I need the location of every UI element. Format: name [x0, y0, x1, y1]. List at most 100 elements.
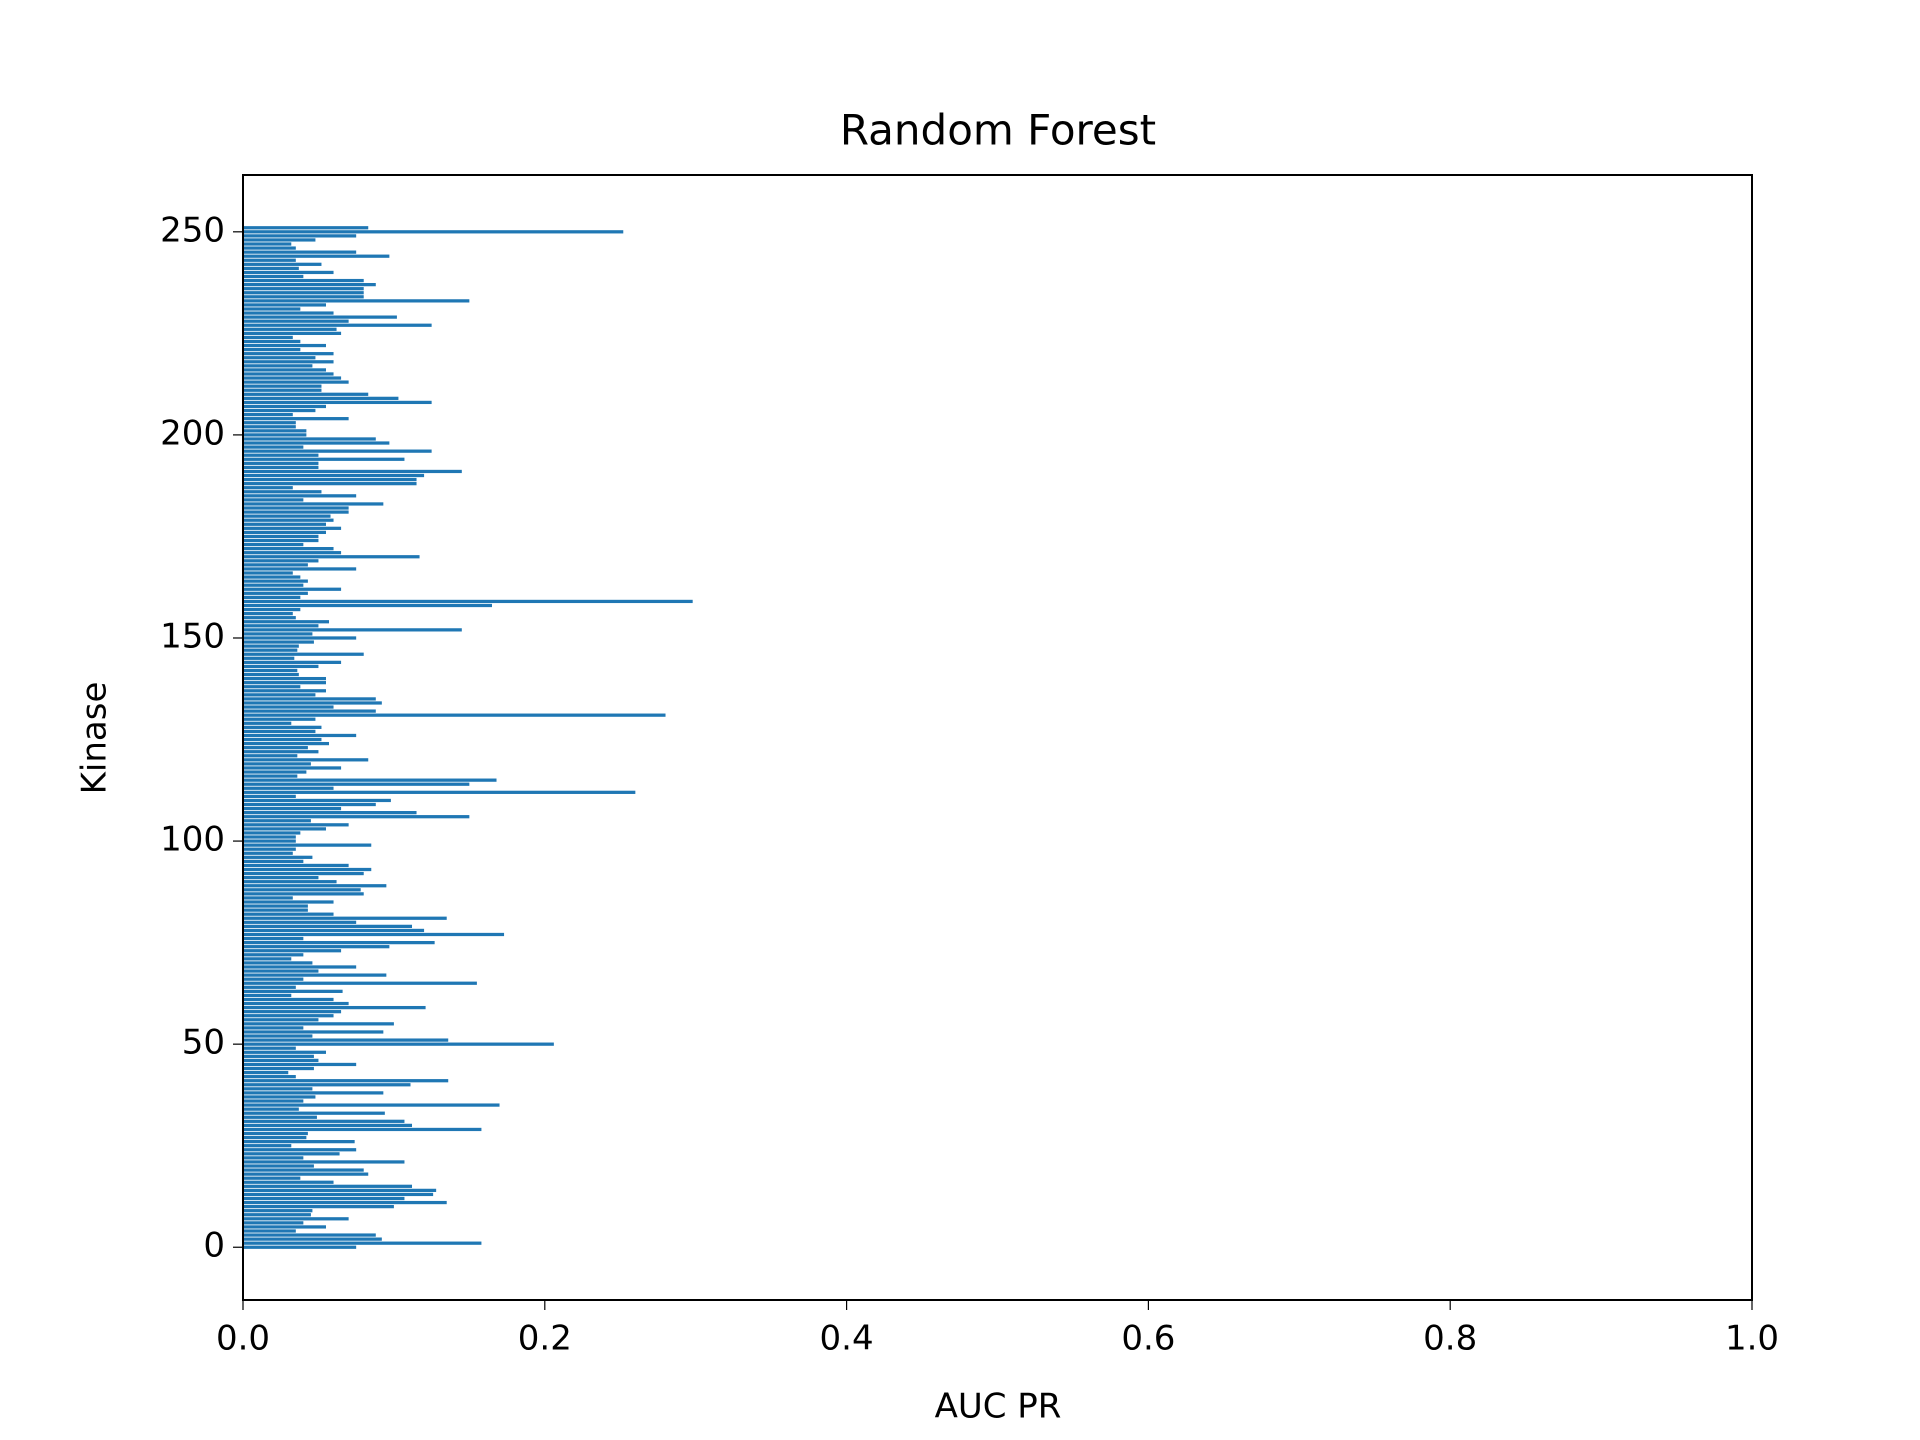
bar [243, 412, 293, 417]
y-axis-label: Kinase [75, 682, 115, 795]
bar [243, 506, 349, 510]
bar [243, 709, 376, 713]
bar [243, 1091, 384, 1095]
bar [243, 1192, 434, 1197]
bar [243, 806, 342, 811]
bar [243, 311, 334, 315]
bar [243, 871, 364, 876]
bar [243, 335, 293, 340]
bar [243, 1075, 296, 1079]
bar [243, 498, 304, 502]
bar [243, 282, 376, 287]
bar [243, 1156, 304, 1160]
bar [243, 664, 319, 669]
x-tick-label: 1.0 [1725, 1319, 1779, 1359]
bar [243, 494, 357, 498]
bar [243, 1184, 413, 1188]
y-tick-label: 150 [160, 616, 225, 656]
bar [243, 1014, 334, 1018]
bar [243, 315, 397, 319]
bar [243, 847, 296, 851]
bar [243, 1172, 369, 1176]
bar [243, 490, 322, 494]
bar [243, 453, 319, 457]
bar [243, 936, 304, 941]
bar [243, 534, 319, 539]
bar [243, 912, 334, 916]
bar [243, 295, 364, 299]
bar [243, 681, 326, 685]
bar [243, 1148, 357, 1152]
bar [243, 1115, 317, 1119]
bar [243, 1062, 357, 1067]
bar [243, 741, 330, 746]
bar [243, 1107, 299, 1111]
bar [243, 457, 405, 461]
bar [243, 1245, 357, 1249]
bar [243, 417, 349, 421]
bar [243, 1058, 319, 1063]
bar [243, 542, 304, 547]
chart-title: Random Forest [840, 106, 1156, 155]
bar [243, 384, 322, 388]
bar [243, 1204, 394, 1209]
bar [243, 1042, 554, 1046]
bar [243, 514, 331, 518]
bar [243, 563, 308, 567]
bar [243, 567, 357, 571]
bar [243, 949, 342, 953]
bar [243, 258, 296, 262]
bar [243, 1111, 385, 1115]
bar [243, 798, 391, 803]
bar [243, 689, 326, 693]
bar [243, 851, 293, 855]
bar [243, 1034, 313, 1038]
bar [243, 583, 304, 587]
bar [243, 794, 296, 799]
bar [243, 486, 293, 490]
bar [243, 1119, 405, 1123]
bar [243, 421, 296, 425]
bar [243, 636, 357, 640]
bar [243, 725, 322, 729]
bar [243, 1237, 382, 1241]
bar [243, 611, 293, 616]
bar [243, 262, 322, 266]
bar [243, 648, 298, 652]
bar [243, 1046, 296, 1050]
bar [243, 364, 313, 368]
y-tick-label: 50 [182, 1023, 225, 1063]
bar [243, 1018, 319, 1022]
x-axis-label: AUC PR [935, 1387, 1062, 1427]
bar [243, 892, 364, 896]
bar [243, 973, 387, 977]
bar [243, 660, 342, 664]
bar [243, 1005, 426, 1010]
bar [243, 579, 308, 583]
bar [243, 957, 292, 961]
bar [243, 628, 462, 632]
bar [243, 888, 361, 892]
bar [243, 1164, 314, 1168]
bar [243, 953, 304, 957]
x-tick-label: 0.0 [216, 1319, 270, 1359]
bar [243, 778, 497, 782]
bar [243, 717, 316, 721]
bar [243, 603, 492, 608]
bar [243, 1095, 316, 1099]
bar [243, 876, 319, 880]
bar [243, 713, 666, 717]
bar [243, 855, 313, 859]
bar [243, 319, 349, 323]
bar [243, 632, 313, 636]
bar [243, 1233, 376, 1237]
bar [243, 1030, 384, 1034]
bar [243, 737, 322, 742]
bar [243, 916, 447, 920]
bar [243, 1225, 326, 1229]
bar [243, 400, 432, 405]
bar [243, 1083, 411, 1087]
bar [243, 843, 372, 847]
bar [243, 640, 314, 644]
